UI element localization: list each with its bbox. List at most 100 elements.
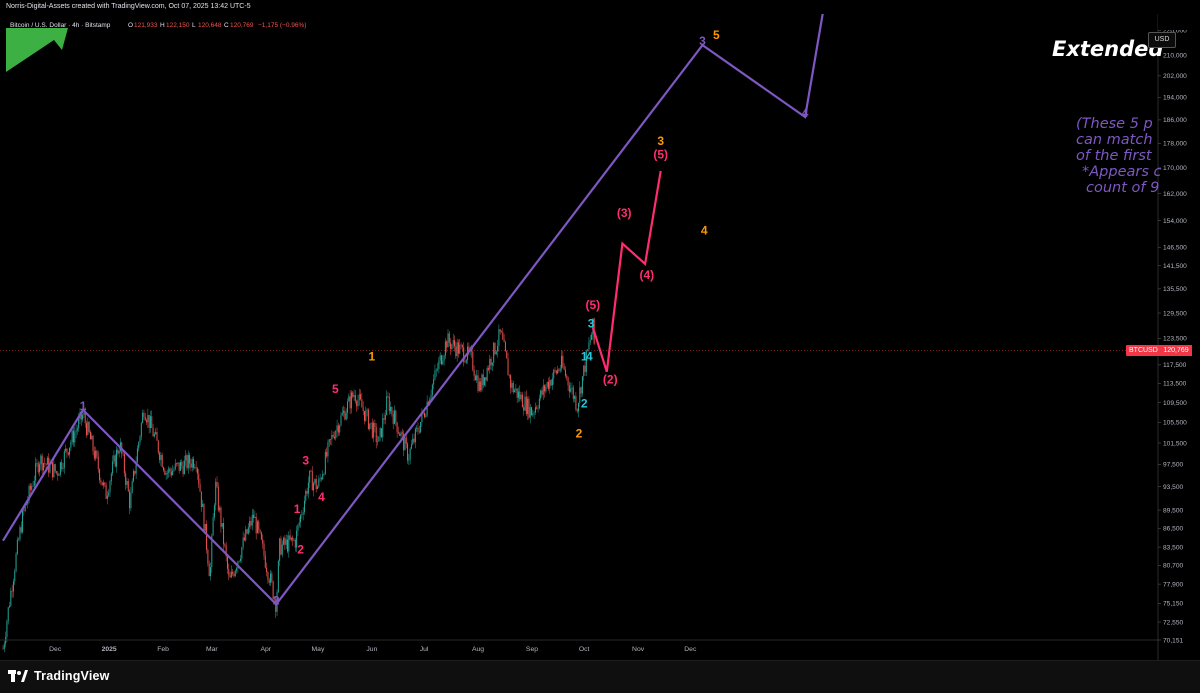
- candle-body: [262, 539, 264, 544]
- candle-body: [114, 455, 116, 467]
- wave-label: 4: [586, 349, 593, 363]
- chart-background: [0, 14, 1200, 660]
- wave-label: 4: [318, 490, 325, 504]
- candle-body: [123, 454, 125, 474]
- tradingview-logo[interactable]: TradingView: [8, 669, 110, 683]
- wave-label: 3: [588, 317, 595, 331]
- candle-body: [223, 523, 225, 545]
- candle-body: [163, 467, 165, 471]
- candle-body: [575, 396, 577, 410]
- candle-body: [25, 504, 27, 506]
- candle-body: [581, 376, 583, 394]
- candle-body: [470, 349, 472, 352]
- candle-body: [101, 481, 103, 486]
- x-tick-label: Dec: [684, 646, 697, 653]
- y-tick-label: 105,500: [1163, 420, 1187, 427]
- candle-body: [502, 332, 504, 340]
- candle-body: [207, 549, 209, 564]
- candle-body: [413, 438, 415, 443]
- time-axis[interactable]: Dec 2025 Feb Mar Apr May Jun Jul Aug Sep Oct Nov Dec: [49, 646, 697, 653]
- y-tick-label: 186,000: [1163, 117, 1187, 124]
- candle-body: [399, 433, 401, 436]
- candle-body: [343, 410, 345, 413]
- candle-body: [134, 471, 136, 474]
- candle-body: [22, 510, 24, 533]
- candle-body: [57, 472, 59, 476]
- currency-button[interactable]: USD: [1148, 32, 1176, 48]
- candle-body: [336, 425, 338, 432]
- candle-body: [374, 422, 376, 428]
- y-tick-label: 109,500: [1163, 400, 1187, 407]
- candle-body: [551, 378, 553, 386]
- note-line: count of 9: [1086, 180, 1159, 196]
- candle-body: [88, 421, 90, 433]
- candle-body: [151, 416, 153, 428]
- candle-body: [56, 471, 58, 473]
- corner-badge: [6, 28, 68, 72]
- candle-body: [357, 400, 359, 407]
- candle-body: [10, 590, 12, 606]
- candle-body: [341, 412, 343, 416]
- candle-body: [219, 507, 221, 511]
- candle-body: [281, 544, 283, 555]
- candle-body: [14, 571, 16, 582]
- candle-body: [41, 455, 43, 471]
- candle-body: [307, 482, 309, 494]
- candle-body: [370, 422, 372, 424]
- candle-body: [514, 390, 516, 393]
- candle-body: [510, 375, 512, 388]
- candle-body: [439, 355, 441, 361]
- candle-body: [503, 339, 505, 343]
- candle-body: [508, 375, 510, 376]
- candle-body: [546, 382, 548, 387]
- candle-body: [533, 412, 535, 414]
- wave-line: [591, 170, 662, 373]
- candle-body: [580, 387, 582, 394]
- candle-body: [259, 529, 261, 533]
- candle-body: [447, 333, 449, 348]
- candle-body: [554, 369, 556, 371]
- candle-body: [490, 358, 492, 366]
- candle-body: [191, 459, 193, 468]
- wave-label: 3: [302, 453, 309, 467]
- candle-body: [208, 563, 210, 577]
- note-line: *Appears c: [1082, 164, 1162, 180]
- candle-body: [46, 457, 48, 465]
- candle-body: [541, 390, 543, 395]
- y-tick-label: 210,000: [1163, 52, 1187, 59]
- ohlc-low-label: L: [192, 22, 196, 29]
- candle-body: [444, 341, 446, 356]
- candle-body: [583, 365, 585, 377]
- candle-body: [314, 479, 316, 484]
- candle-body: [487, 367, 489, 370]
- candle-body: [67, 452, 69, 455]
- candle-body: [326, 451, 328, 457]
- candle-body: [300, 515, 302, 523]
- candle-body: [131, 481, 133, 493]
- candle-body: [373, 422, 375, 438]
- candle-body: [143, 412, 145, 417]
- candle-body: [408, 459, 410, 461]
- candle-body: [442, 360, 444, 365]
- price-axis[interactable]: 220,000 210,000 202,000 194,000 186,000 178,0…: [1158, 28, 1187, 645]
- candle-body: [93, 451, 95, 459]
- candle-body: [198, 473, 200, 485]
- y-tick-label: 80,700: [1163, 563, 1184, 570]
- chart-area[interactable]: 1 2 3 4 (5) (2) (3) (4) (5) 1 2 3 4 5 1 2 3 4 5 3 1 4 2 220,00…: [0, 14, 1200, 660]
- candle-body: [283, 537, 285, 545]
- candle-body: [209, 567, 211, 577]
- footer: TradingView: [0, 660, 1200, 693]
- candle-body: [578, 403, 580, 412]
- candle-body: [211, 535, 213, 568]
- wave-series-layer: [2, 14, 824, 606]
- note-line: can match: [1076, 132, 1153, 148]
- candle-body: [347, 401, 349, 413]
- candle-body: [288, 535, 290, 552]
- candle-body: [82, 414, 84, 420]
- x-tick-label: Dec: [49, 646, 62, 653]
- candle-body: [139, 436, 141, 443]
- chart-header: Norris-Digital-Assets created with Tradi…: [0, 0, 1200, 14]
- candle-body: [421, 412, 423, 423]
- candle-body: [529, 407, 531, 418]
